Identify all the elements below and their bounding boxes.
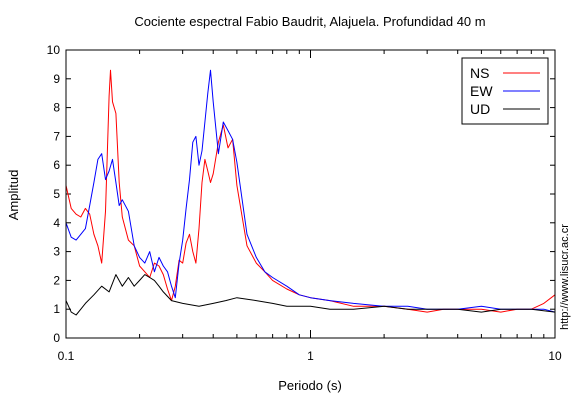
y-tick-label: 10 [47,43,61,57]
series-line-ew [65,69,556,313]
series-line-ns [65,69,556,313]
y-tick-label: 7 [53,129,60,143]
x-tick-label: 1 [307,349,314,363]
y-tick-label: 3 [53,245,60,259]
plot-series [65,69,556,316]
y-tick-label: 6 [53,158,60,172]
legend: NS EW UD [461,57,549,125]
y-tick-label: 1 [53,302,60,316]
legend-label: UD [470,101,490,117]
legend-label: NS [470,65,489,81]
y-tick-label: 8 [53,101,60,115]
y-tick-label: 9 [53,72,60,86]
plot-frame [65,49,556,339]
y-tick-label: 4 [53,216,60,230]
series-line-ud [65,274,556,316]
axis-ticks: 0 1 2 3 4 5 6 7 8 9 10 0.1 1 10 [47,43,562,363]
side-url-label: http://www.lisucr.ac.cr [559,224,571,330]
x-axis-label: Periodo (s) [278,378,342,393]
y-axis-label: Amplitud [6,170,21,221]
y-tick-label: 0 [53,331,60,345]
x-tick-label: 0.1 [58,349,75,363]
y-tick-label: 2 [53,273,60,287]
x-tick-label: 10 [548,349,562,363]
legend-label: EW [470,83,493,99]
chart-title: Cociente espectral Fabio Baudrit, Alajue… [134,14,485,29]
y-tick-label: 5 [53,187,60,201]
